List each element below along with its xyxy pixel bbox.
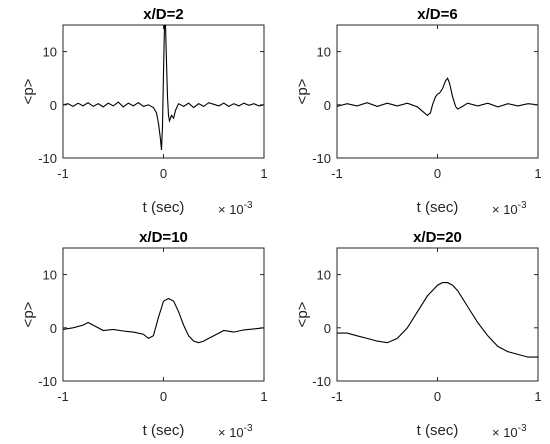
x-axis-exponent: × 10-3 [492,423,527,440]
y-tick-label: -10 [38,374,57,389]
x-tick-label: -1 [57,166,69,181]
x-tick-label: 1 [260,389,267,404]
x-tick-label: -1 [57,389,69,404]
x-tick-label: 0 [434,389,441,404]
x-tick-label: -1 [331,166,343,181]
series-line [337,77,538,117]
x-axis-label: t (sec) [417,199,459,216]
x-tick-label: 1 [534,166,541,181]
axes-box [62,247,265,382]
x-tick-label: 1 [260,166,267,181]
x-tick-label: 0 [160,166,167,181]
x-axis-exponent: × 10-3 [492,200,527,217]
subplot-title: x/D=10 [139,229,188,246]
y-tick-label: 0 [50,321,57,336]
y-tick-label: 0 [50,98,57,113]
series-line [337,282,538,358]
y-tick-label: 10 [43,268,57,283]
x-tick-label: 1 [534,389,541,404]
x-axis-label: t (sec) [417,422,459,439]
series-line [63,25,264,151]
subplot-title: x/D=2 [143,6,183,23]
y-tick-label: -10 [312,374,331,389]
y-tick-label: -10 [312,151,331,166]
subplot-title: x/D=20 [413,229,462,246]
y-tick-label: 0 [324,98,331,113]
y-tick-label: 0 [324,321,331,336]
y-tick-label: 10 [317,268,331,283]
axes-box [336,24,539,159]
x-axis-label: t (sec) [143,199,185,216]
axes-box [336,247,539,382]
y-axis-label: <p> [20,301,37,327]
x-tick-label: 0 [160,389,167,404]
x-axis-exponent: × 10-3 [218,423,253,440]
x-tick-label: 0 [434,166,441,181]
y-axis-label: <p> [294,78,311,104]
y-tick-label: 10 [317,45,331,60]
subplot-title: x/D=6 [417,6,457,23]
y-axis-label: <p> [294,301,311,327]
x-axis-exponent: × 10-3 [218,200,253,217]
x-axis-label: t (sec) [143,422,185,439]
y-axis-label: <p> [20,78,37,104]
x-tick-label: -1 [331,389,343,404]
series-line [63,297,264,344]
y-tick-label: 10 [43,45,57,60]
y-tick-label: -10 [38,151,57,166]
